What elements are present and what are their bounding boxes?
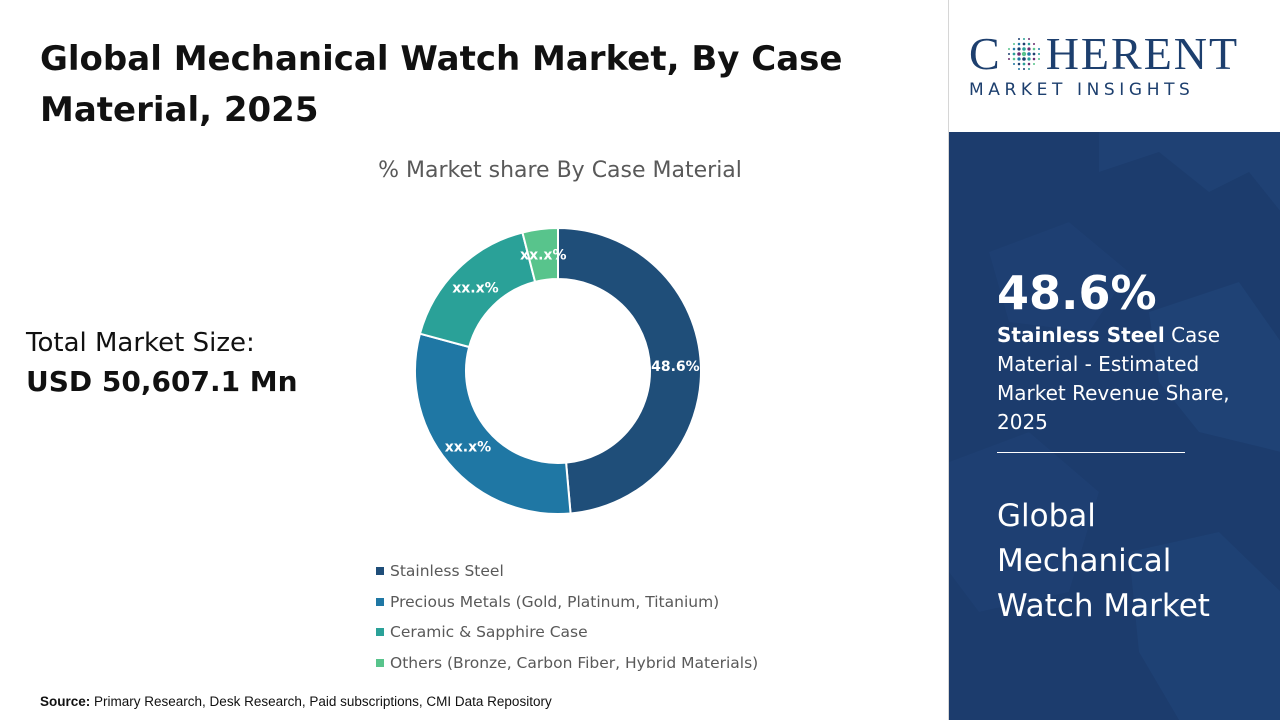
legend-label: Precious Metals (Gold, Platinum, Titaniu… (390, 592, 720, 611)
source-label: Source: (40, 694, 91, 709)
legend-label: Ceramic & Sapphire Case (390, 623, 588, 642)
legend-swatch (376, 597, 384, 606)
legend-swatch (376, 628, 384, 637)
page-title: Global Mechanical Watch Market, By Case … (40, 39, 843, 130)
company-logo: C HERENT MARKET INSIGHTS (969, 28, 1269, 101)
market-size-block: Total Market Size: USD 50,607.1 Mn (26, 326, 326, 401)
legend-item-4: Others (Bronze, Carbon Fiber, Hybrid Mat… (376, 648, 758, 679)
panel-divider (997, 452, 1185, 453)
legend-swatch (376, 658, 384, 667)
donut-data-label-3: xx.x% (452, 280, 498, 296)
donut-slice-1 (557, 226, 702, 515)
highlight-segment: Stainless Steel (997, 323, 1165, 347)
logo-tagline: MARKET INSIGHTS (969, 80, 1195, 100)
market-size-value: USD 50,607.1 Mn (26, 365, 298, 398)
source-text: Primary Research, Desk Research, Paid su… (94, 694, 552, 709)
map-texture-decoration (949, 132, 1280, 720)
donut-data-label-1: 48.6% (651, 359, 700, 375)
chart-legend: Stainless Steel Precious Metals (Gold, Pl… (376, 556, 758, 678)
globe-dots-icon (1007, 38, 1040, 70)
donut-chart: 48.6% xx.x% xx.x% xx.x% (414, 226, 702, 515)
logo-letters-herent: HERENT (1045, 28, 1240, 79)
legend-item-3: Ceramic & Sapphire Case (376, 617, 758, 648)
logo-letter-c: C (969, 28, 1002, 79)
panel-market-title: Global Mechanical Watch Market (997, 498, 1210, 624)
highlight-value: 48.6% (997, 266, 1157, 320)
highlight-description-text: Case Material - Estimated Market Revenue… (997, 323, 1230, 434)
chart-title: % Market share By Case Material (378, 158, 742, 183)
legend-item-2: Precious Metals (Gold, Platinum, Titaniu… (376, 587, 758, 618)
summary-panel: C HERENT MARKET INSIGHTS 48.6% Stainless… (948, 0, 1280, 720)
logo-wordmark: C HERENT (969, 28, 1269, 79)
donut-slice-2 (414, 332, 572, 515)
donut-data-label-4: xx.x% (520, 247, 566, 263)
highlight-panel: 48.6% Stainless Steel Case Material - Es… (949, 132, 1280, 720)
donut-slice-4 (521, 226, 559, 284)
market-size-label: Total Market Size: (26, 328, 255, 358)
legend-label: Others (Bronze, Carbon Fiber, Hybrid Mat… (390, 653, 759, 672)
legend-swatch (376, 567, 384, 576)
source-note: Source: Primary Research, Desk Research,… (40, 694, 552, 709)
donut-data-label-2: xx.x% (445, 439, 491, 455)
legend-item-1: Stainless Steel (376, 556, 758, 587)
legend-label: Stainless Steel (390, 562, 504, 581)
highlight-description: Stainless Steel Case Material - Estimate… (997, 321, 1247, 437)
chart-panel: Global Mechanical Watch Market, By Case … (26, 39, 843, 709)
